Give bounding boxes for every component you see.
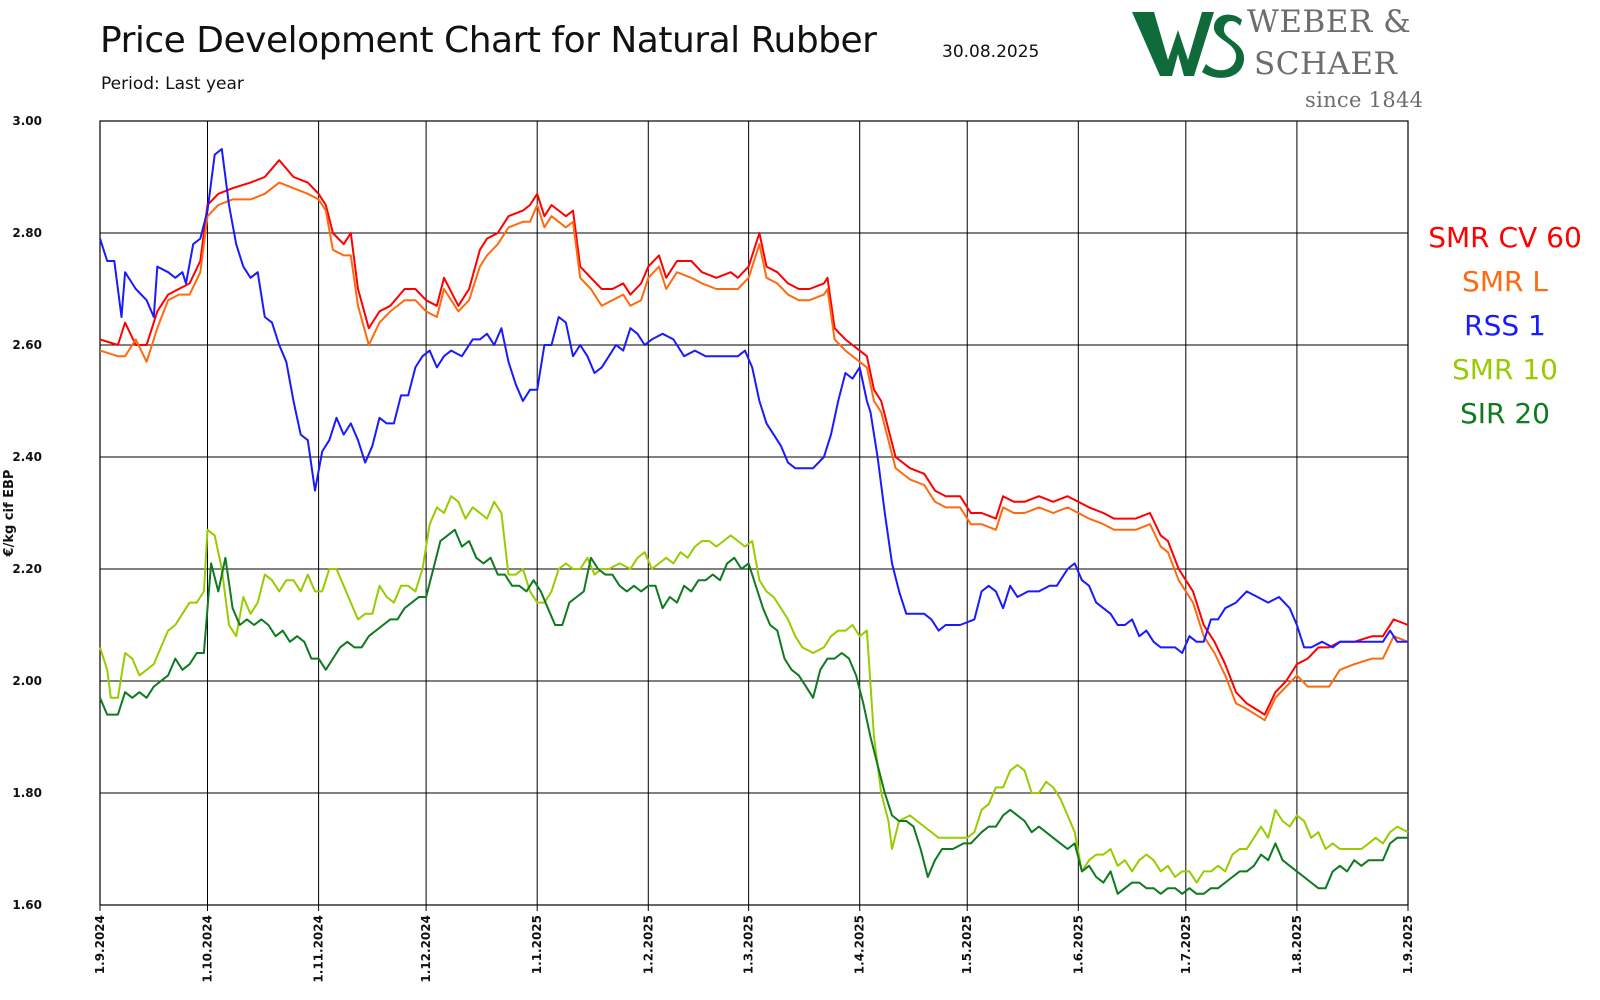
logo-line-1: WEBER & — [1247, 4, 1412, 40]
legend-item-smr-l: SMR L — [1462, 265, 1548, 298]
legend-item-rss-1: RSS 1 — [1464, 309, 1546, 342]
legend-item-smr-10: SMR 10 — [1452, 353, 1558, 386]
x-tick-label: 1.8.2025 — [1290, 915, 1304, 974]
series-line-rss-1 — [99, 148, 1408, 654]
y-tick-label: 2.80 — [12, 226, 42, 240]
legend-item-sir-20: SIR 20 — [1459, 397, 1550, 430]
weber-schaer-logo — [1132, 12, 1245, 78]
x-tick-label: 1.5.2025 — [960, 915, 974, 974]
series-line-sir-20 — [99, 528, 1408, 895]
x-tick-label: 1.11.2024 — [312, 915, 326, 983]
y-axis-label: €/kg cif EBP — [2, 470, 17, 558]
plot-frame — [99, 120, 1409, 906]
x-tick-label: 1.12.2024 — [419, 915, 433, 983]
chart-period: Period: Last year — [101, 74, 244, 94]
y-tick-label: 2.60 — [12, 338, 42, 352]
y-tick-label: 3.00 — [12, 114, 42, 128]
x-tick-label: 1.9.2025 — [1401, 915, 1415, 974]
legend-item-smr-cv-60: SMR CV 60 — [1428, 221, 1582, 254]
x-tick-label: 1.3.2025 — [742, 915, 756, 974]
x-tick-label: 1.7.2025 — [1179, 915, 1193, 974]
y-tick-label: 2.20 — [12, 562, 42, 576]
series-line-smr-cv-60 — [99, 159, 1409, 716]
y-tick-label: 1.60 — [12, 898, 42, 912]
y-tick-label: 1.80 — [12, 786, 42, 800]
x-tick-label: 1.10.2024 — [201, 915, 215, 983]
logo-line-2: SCHAER — [1254, 46, 1398, 82]
series-line-smr-l — [99, 181, 1409, 722]
y-tick-label: 2.40 — [12, 450, 42, 464]
chart-title: Price Development Chart for Natural Rubb… — [100, 20, 877, 61]
x-tick-label: 1.2.2025 — [641, 915, 655, 974]
x-tick-label: 1.9.2024 — [93, 915, 107, 974]
x-tick-label: 1.6.2025 — [1071, 915, 1085, 974]
series-line-smr-10 — [99, 495, 1409, 884]
chart-date: 30.08.2025 — [942, 42, 1040, 62]
x-tick-label: 1.1.2025 — [530, 915, 544, 974]
chart-legend: SMR CV 60 SMR L RSS 1 SMR 10 SIR 20 — [1420, 216, 1590, 436]
y-tick-label: 2.00 — [12, 674, 42, 688]
logo-line-3: since 1844 — [1305, 88, 1424, 112]
ws-monogram-icon — [1132, 12, 1245, 78]
x-tick-label: 1.4.2025 — [853, 915, 867, 974]
